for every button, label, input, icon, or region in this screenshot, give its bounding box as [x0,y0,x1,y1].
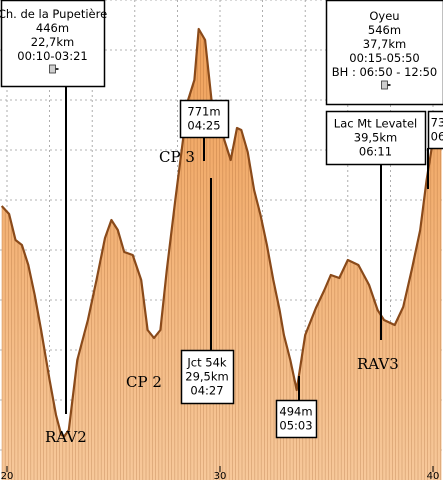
callout-box [179,99,230,139]
callout-text: Jct 54k [186,356,227,370]
label-rav2: RAV2 [45,428,87,446]
callouts: Ch. de la Pupetière446m22,7km00:10-03:21… [0,0,443,439]
callout-text: 00:15-05:50 [349,51,419,65]
callout-text: 29,5km [185,370,228,384]
callout-text: 04:27 [190,384,223,398]
callout-text: Ch. de la Pupetière [0,7,107,21]
label-cp3: CP 3 [159,148,195,166]
callout-text: 00:10-03:21 [17,49,87,63]
callout-text: 446m [36,21,69,35]
tap-icon-spout [387,84,391,86]
tap-icon-body [49,64,56,74]
callout-text: 05:03 [279,419,312,433]
callout-text: Oyeu [369,9,399,23]
region-labels: CP 3 CP 2 RAV2 RAV3 [45,148,399,446]
callout-box [427,110,443,150]
callout-text: BH : 06:50 - 12:50 [332,65,437,79]
x-tick-label: 20 [1,471,14,480]
callout-box [180,349,235,405]
callout-leaders [65,86,429,414]
tap-icon [381,80,391,90]
callout-text: 73 [431,116,443,130]
elevation-area [1,29,442,480]
callout-text: 39,5km [354,131,397,145]
tap-icon-body [381,80,388,90]
tap-icon [49,64,59,74]
callout-text: 06 [431,130,443,144]
callout-text: 494m [279,405,312,419]
callout-box [325,110,427,166]
label-rav3: RAV3 [357,355,399,373]
x-tick-label: 30 [214,471,227,480]
callout-text: 37,7km [363,37,406,51]
callout-text: 22,7km [31,35,74,49]
callout-text: Lac Mt Levatel [334,117,417,131]
callout-box [275,399,318,439]
x-axis-ticks: 20 30 40 [1,466,440,480]
callout-text: 06:11 [359,145,392,159]
callout-text: 04:25 [187,119,220,133]
tap-icon-spout [55,68,59,70]
x-tick-label: 40 [427,471,440,480]
callout-text: 546m [368,23,401,37]
label-cp2: CP 2 [126,373,162,391]
callout-text: 771m [187,105,220,119]
